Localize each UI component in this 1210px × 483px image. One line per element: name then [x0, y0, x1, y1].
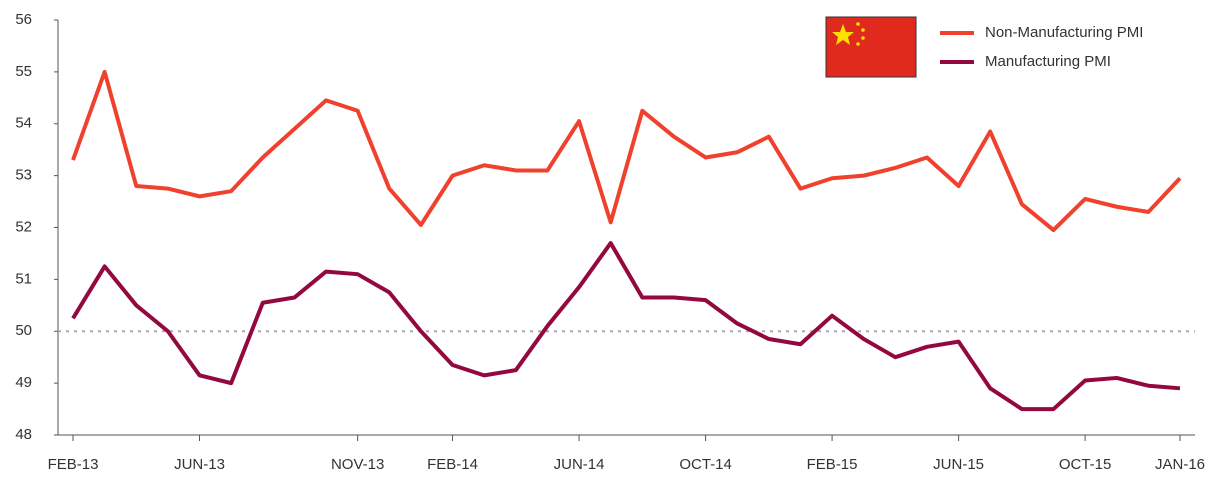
- x-tick-label: OCT-14: [679, 456, 732, 473]
- y-tick-label: 54: [15, 115, 32, 132]
- x-tick-label: JUN-14: [554, 456, 605, 473]
- x-tick-label: NOV-13: [331, 456, 384, 473]
- legend-label: Non-Manufacturing PMI: [985, 24, 1143, 41]
- x-tick-label: JAN-16: [1155, 456, 1205, 473]
- legend-label: Manufacturing PMI: [985, 53, 1111, 70]
- x-tick-label: FEB-13: [48, 456, 99, 473]
- y-tick-label: 52: [15, 218, 32, 235]
- x-tick-label: FEB-15: [807, 456, 858, 473]
- y-tick-label: 53: [15, 167, 32, 184]
- x-tick-label: FEB-14: [427, 456, 478, 473]
- y-tick-label: 49: [15, 374, 32, 391]
- y-tick-label: 56: [15, 11, 32, 28]
- x-tick-label: JUN-15: [933, 456, 984, 473]
- x-tick-label: JUN-13: [174, 456, 225, 473]
- y-tick-label: 48: [15, 426, 32, 443]
- y-tick-label: 55: [15, 63, 32, 80]
- y-tick-label: 51: [15, 270, 32, 287]
- data-line: [71, 241, 1181, 412]
- flag: [825, 16, 917, 78]
- x-tick-label: OCT-15: [1059, 456, 1112, 473]
- data-line: [71, 69, 1182, 233]
- y-tick-label: 50: [15, 322, 32, 339]
